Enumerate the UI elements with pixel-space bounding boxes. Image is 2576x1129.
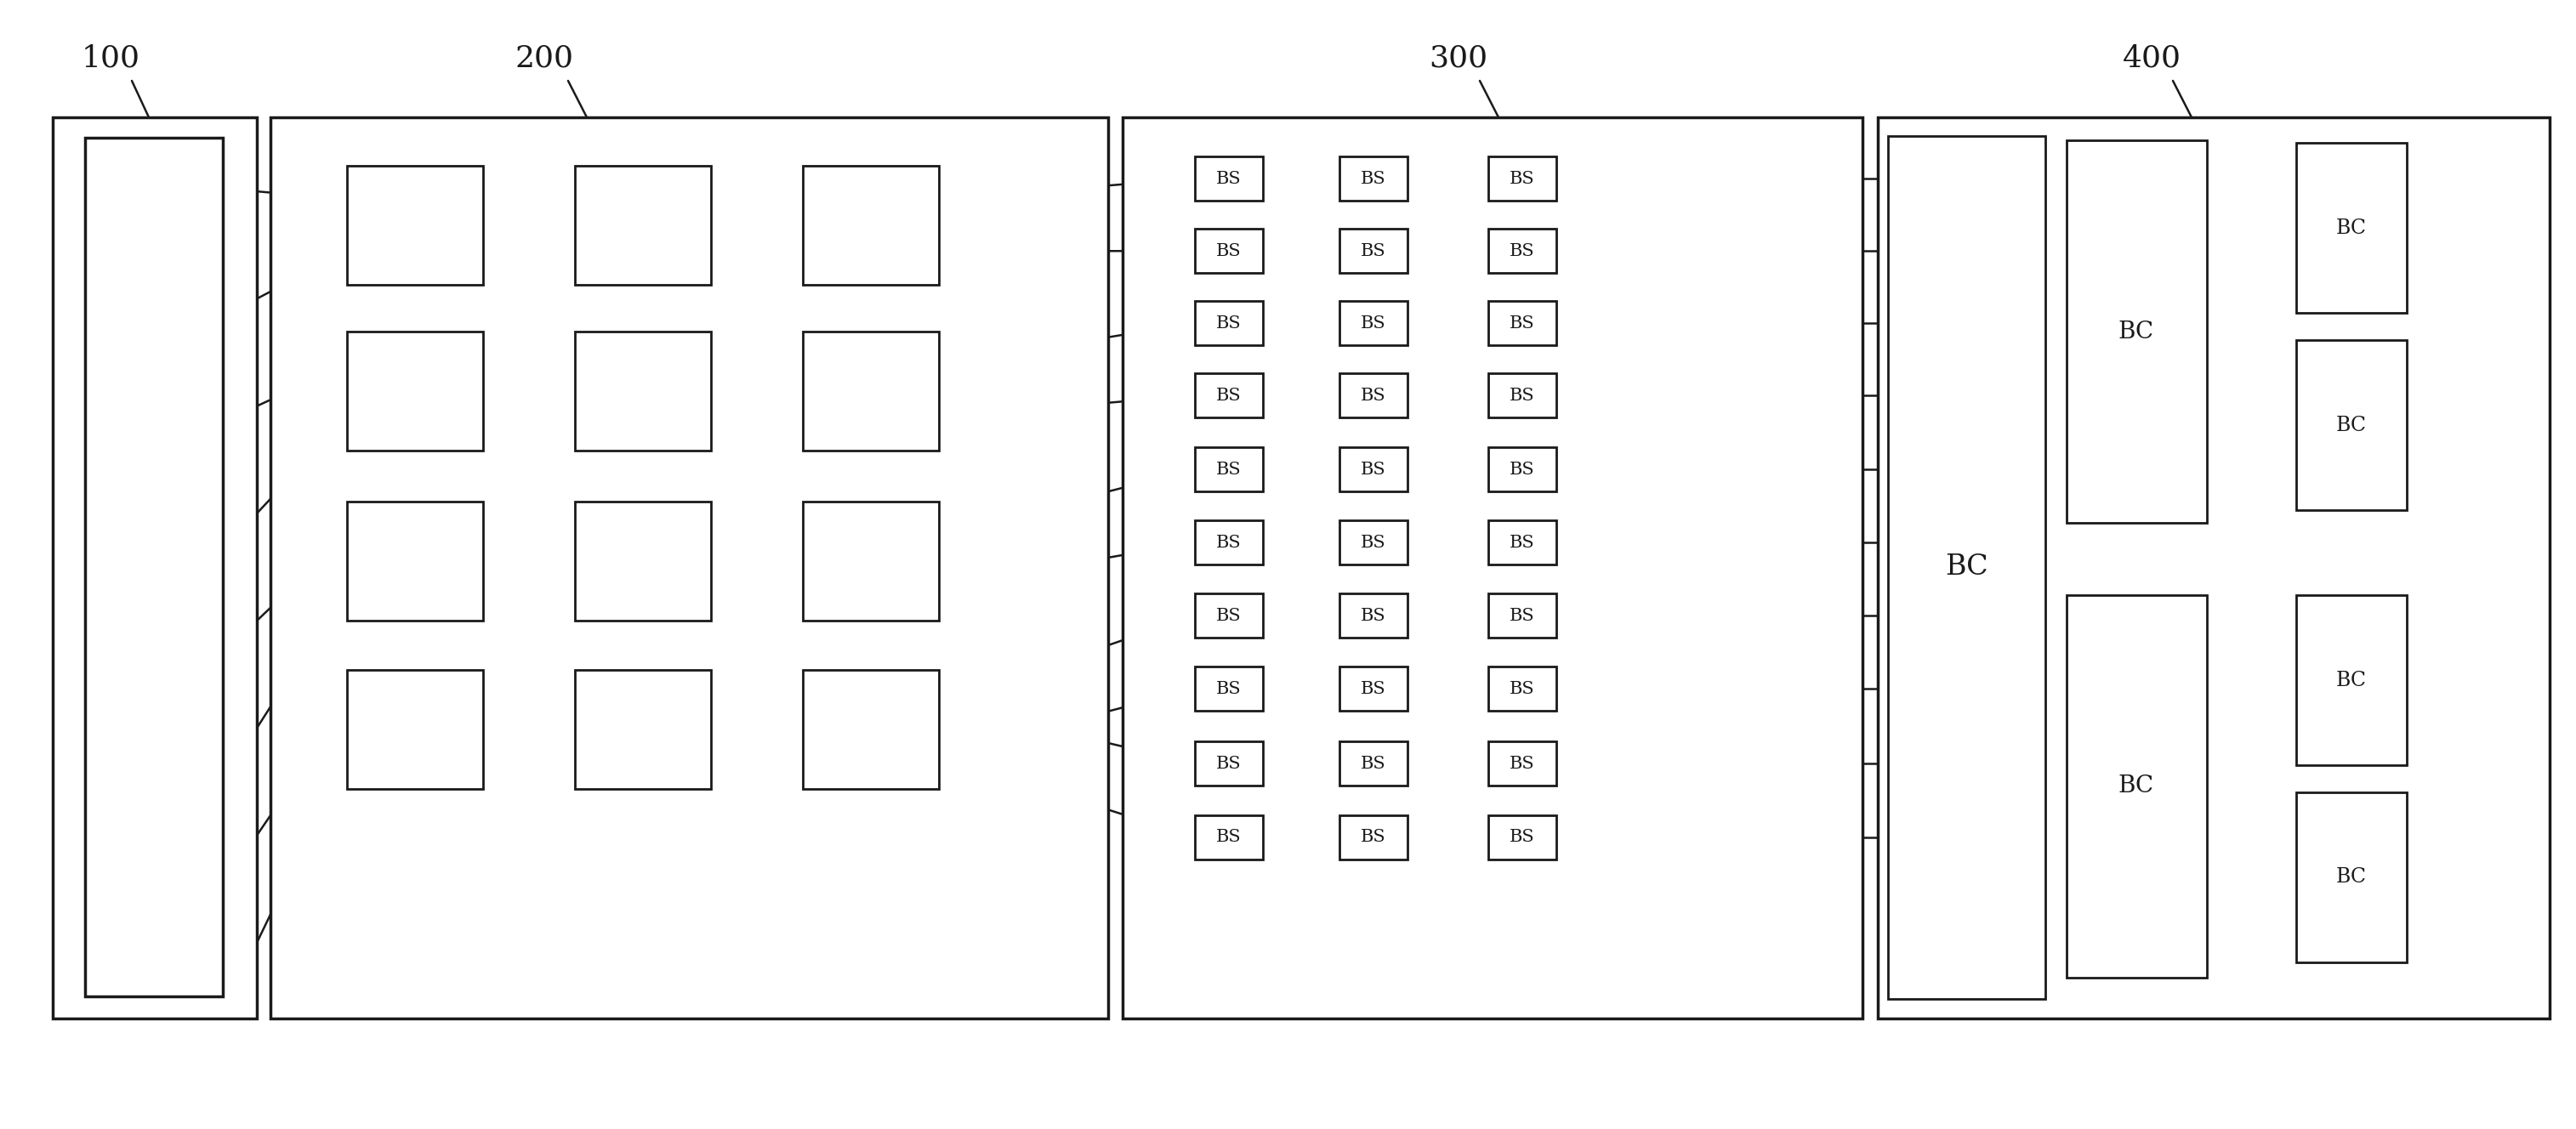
Bar	[804, 501, 938, 621]
Bar	[804, 166, 938, 285]
Bar	[2295, 143, 2406, 313]
Text: BS: BS	[1216, 315, 1242, 331]
Text: BS: BS	[1510, 830, 1535, 846]
Bar	[1195, 301, 1262, 345]
Text: BC: BC	[2117, 774, 2154, 798]
Text: BS: BS	[1510, 462, 1535, 478]
Bar	[574, 669, 711, 789]
Text: BS: BS	[1216, 534, 1242, 551]
Bar	[1195, 229, 1262, 273]
Bar	[804, 332, 938, 450]
Bar	[1123, 117, 1862, 1018]
Bar	[348, 332, 484, 450]
Bar	[1340, 229, 1406, 273]
Bar	[1489, 742, 1556, 786]
Bar	[574, 166, 711, 285]
Bar	[1489, 594, 1556, 638]
Text: BC: BC	[2336, 415, 2367, 435]
Bar	[1340, 374, 1406, 418]
Bar	[574, 501, 711, 621]
Text: BC: BC	[2117, 321, 2154, 343]
Bar	[1489, 447, 1556, 491]
Text: BS: BS	[1510, 170, 1535, 186]
Bar	[1489, 229, 1556, 273]
Text: 400: 400	[2123, 43, 2182, 72]
Bar	[2295, 793, 2406, 962]
Text: 100: 100	[82, 43, 139, 72]
Bar	[348, 669, 484, 789]
Text: BS: BS	[1510, 681, 1535, 697]
Text: BS: BS	[1360, 387, 1386, 403]
Bar	[804, 669, 938, 789]
Bar	[1340, 447, 1406, 491]
Bar	[1340, 815, 1406, 859]
Text: BS: BS	[1216, 387, 1242, 403]
Text: BS: BS	[1360, 534, 1386, 551]
Bar	[1489, 666, 1556, 711]
Text: BC: BC	[2336, 867, 2367, 887]
Text: BS: BS	[1510, 387, 1535, 403]
Bar	[1340, 157, 1406, 201]
Text: BS: BS	[1360, 607, 1386, 623]
Bar	[574, 332, 711, 450]
Text: BS: BS	[1216, 170, 1242, 186]
Bar	[1888, 135, 2045, 999]
Bar	[2066, 595, 2208, 978]
Bar	[270, 117, 1108, 1018]
Text: BS: BS	[1360, 243, 1386, 259]
Text: BS: BS	[1360, 462, 1386, 478]
Text: BS: BS	[1216, 243, 1242, 259]
Bar	[1489, 815, 1556, 859]
Bar	[1195, 374, 1262, 418]
Text: BS: BS	[1216, 462, 1242, 478]
Text: BS: BS	[1510, 315, 1535, 331]
Text: BC: BC	[1945, 553, 1989, 580]
Text: BS: BS	[1360, 830, 1386, 846]
Text: BS: BS	[1510, 755, 1535, 771]
Bar	[1489, 520, 1556, 564]
Bar	[348, 166, 484, 285]
Text: BS: BS	[1510, 534, 1535, 551]
Bar	[2295, 340, 2406, 510]
Bar	[1340, 742, 1406, 786]
Bar	[1340, 666, 1406, 711]
Text: BS: BS	[1360, 170, 1386, 186]
Text: BS: BS	[1360, 681, 1386, 697]
Bar	[1340, 301, 1406, 345]
Text: BC: BC	[2336, 671, 2367, 690]
Bar	[2066, 140, 2208, 523]
Text: BS: BS	[1216, 755, 1242, 771]
Bar	[1489, 157, 1556, 201]
Bar	[1195, 520, 1262, 564]
Bar	[85, 138, 222, 997]
Text: BS: BS	[1216, 681, 1242, 697]
Text: BS: BS	[1510, 607, 1535, 623]
Bar	[1195, 447, 1262, 491]
Bar	[1489, 374, 1556, 418]
Bar	[1489, 301, 1556, 345]
Text: BS: BS	[1216, 607, 1242, 623]
Text: 200: 200	[515, 43, 574, 72]
Bar	[1878, 117, 2550, 1018]
Text: BS: BS	[1360, 315, 1386, 331]
Bar	[1340, 594, 1406, 638]
Text: BS: BS	[1216, 830, 1242, 846]
Bar	[1195, 666, 1262, 711]
Bar	[348, 501, 484, 621]
Text: 300: 300	[1430, 43, 1489, 72]
Bar	[1340, 520, 1406, 564]
Bar	[1195, 157, 1262, 201]
Bar	[52, 117, 258, 1018]
Bar	[1195, 594, 1262, 638]
Text: BC: BC	[2336, 218, 2367, 237]
Bar	[2295, 595, 2406, 765]
Bar	[1195, 742, 1262, 786]
Bar	[1195, 815, 1262, 859]
Text: BS: BS	[1360, 755, 1386, 771]
Text: BS: BS	[1510, 243, 1535, 259]
